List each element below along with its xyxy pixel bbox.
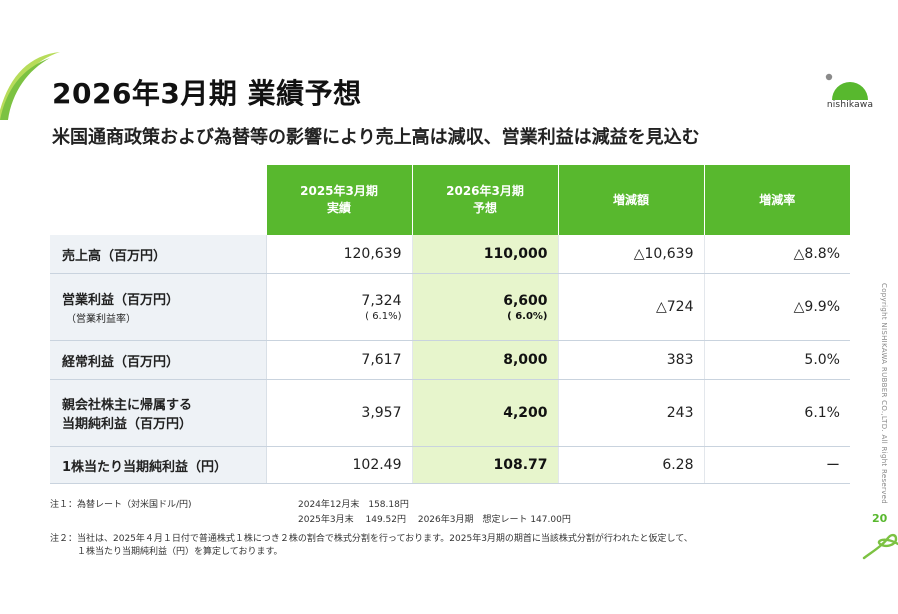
page-subtitle: 米国通商政策および為替等の影響により売上高は減収、営業利益は減益を見込む — [52, 127, 700, 148]
rate-value: 5.0% — [704, 340, 850, 380]
actual-margin: ( 6.1%) — [365, 310, 402, 322]
row-label-text: 売上高（百万円） — [62, 248, 167, 264]
forecast-value-cell: 6,600 ( 6.0%) — [412, 273, 559, 341]
header-blank — [50, 165, 267, 235]
actual-value-cell: 7,324 ( 6.1%) — [266, 273, 413, 341]
diff-value: 383 — [558, 340, 705, 380]
header-rate: 増減率 — [704, 165, 850, 235]
rate-value: △9.9% — [704, 273, 850, 341]
forecast-value: 4,200 — [412, 379, 559, 447]
diff-value: 6.28 — [558, 446, 705, 484]
logo-text: nishikawa — [826, 100, 874, 110]
forecast-value: 110,000 — [412, 235, 559, 274]
row-label-text: 経常利益（百万円） — [62, 354, 180, 370]
note1-line1: 2024年12月末 158.18円 — [298, 500, 409, 510]
nishikawa-logo-icon — [825, 73, 868, 100]
actual-value: 3,957 — [266, 379, 413, 447]
row-label: 営業利益（百万円） （営業利益率） — [50, 273, 267, 341]
rate-value: 6.1% — [704, 379, 850, 447]
forecast-value: 6,600 — [503, 292, 548, 309]
header-diff: 増減額 — [558, 165, 705, 235]
row-label: 経常利益（百万円） — [50, 340, 267, 380]
header-forecast-line2: 予想 — [472, 201, 497, 215]
corner-swoosh-decoration — [0, 52, 60, 120]
row-label: 売上高（百万円） — [50, 235, 267, 274]
header-actual: 2025年3月期 実績 — [266, 165, 413, 235]
row-label-text-line2: 当期純利益（百万円） — [62, 417, 193, 432]
forecast-value: 8,000 — [412, 340, 559, 380]
header-actual-line1: 2025年3月期 — [300, 184, 378, 198]
header-forecast: 2026年3月期 予想 — [412, 165, 559, 235]
header-forecast-line1: 2026年3月期 — [446, 184, 524, 198]
rate-value: ー — [704, 446, 850, 484]
diff-value: 243 — [558, 379, 705, 447]
row-label-text: 親会社株主に帰属する — [62, 398, 193, 413]
row-label: 1株当たり当期純利益（円） — [50, 446, 267, 484]
note1-line2: 2025年3月末 149.52円 2026年3月期 想定レート 147.00円 — [298, 515, 571, 525]
rate-value: △8.8% — [704, 235, 850, 274]
actual-value: 102.49 — [266, 446, 413, 484]
diff-value: △724 — [558, 273, 705, 341]
row-label-text: 営業利益（百万円） — [62, 293, 180, 308]
note2-line2: １株当たり当期純利益（円）を算定しております。 — [50, 547, 283, 557]
page-title: 2026年3月期 業績予想 — [52, 77, 362, 110]
copyright-text: Copyright NISHIKAWA RUBBER CO.,LTD. All … — [880, 283, 888, 504]
table-row: 営業利益（百万円） （営業利益率） 7,324 ( 6.1%) 6,600 ( … — [50, 273, 850, 341]
table-row: 親会社株主に帰属する 当期純利益（百万円） 3,957 4,200 243 6.… — [50, 379, 850, 447]
table-row: 売上高（百万円） 120,639 110,000 △10,639 △8.8% — [50, 235, 850, 274]
actual-value: 7,324 — [361, 292, 402, 309]
row-label: 親会社株主に帰属する 当期純利益（百万円） — [50, 379, 267, 447]
forecast-value: 108.77 — [412, 446, 559, 484]
corner-swirl-decoration — [862, 533, 898, 560]
forecast-margin: ( 6.0%) — [507, 310, 548, 322]
forecast-table: 2025年3月期 実績 2026年3月期 予想 増減額 増減率 売上高（百万円）… — [50, 165, 850, 484]
row-sublabel: （営業利益率） — [66, 314, 136, 325]
row-label-text: 1株当たり当期純利益（円） — [62, 459, 228, 475]
note1-label: 注１：為替レート（対米国ドル/円) — [50, 500, 192, 510]
actual-value: 7,617 — [266, 340, 413, 380]
actual-value: 120,639 — [266, 235, 413, 274]
note2-line1: 注２：当社は、2025年４月１日付で普通株式１株につき２株の割合で株式分割を行っ… — [50, 534, 693, 544]
table-row: 1株当たり当期純利益（円） 102.49 108.77 6.28 ー — [50, 446, 850, 484]
header-actual-line2: 実績 — [326, 201, 351, 215]
diff-value: △10,639 — [558, 235, 705, 274]
table-header-row: 2025年3月期 実績 2026年3月期 予想 増減額 増減率 — [50, 165, 850, 235]
table-row: 経常利益（百万円） 7,617 8,000 383 5.0% — [50, 340, 850, 380]
page-number: 20 — [872, 512, 888, 525]
